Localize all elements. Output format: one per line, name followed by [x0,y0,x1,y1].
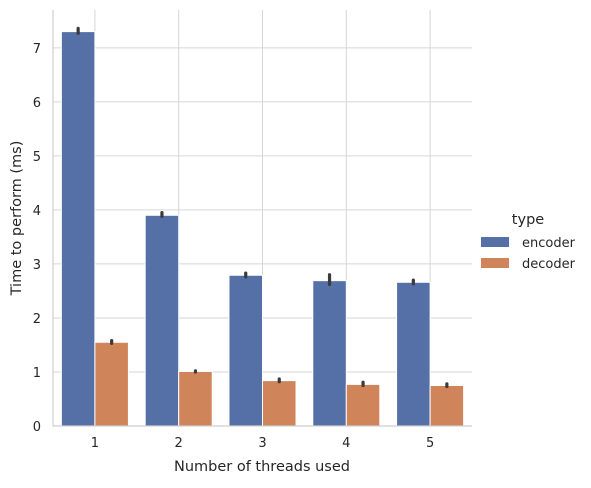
legend-label-encoder: encoder [522,236,576,251]
y-tick-label-2: 2 [33,312,41,327]
bar-encoder-1 [60,31,96,427]
bar-decoder-1 [94,341,129,427]
error-bars-layer [76,26,449,389]
legend-swatch-encoder [481,237,509,247]
x-tick-label-5: 5 [426,436,434,451]
y-axis-label: Time to perform (ms) [9,141,25,297]
y-tick-label-0: 0 [33,420,41,435]
y-tick-label-6: 6 [33,96,41,111]
x-tick-label-2: 2 [175,436,183,451]
bar-encoder-3 [228,274,263,427]
bar-encoder-5 [396,281,431,427]
bar-decoder-5 [429,384,465,427]
legend-label-decoder: decoder [522,257,576,272]
bar-encoder-4 [312,280,347,427]
y-tick-label-1: 1 [33,366,41,381]
legend: type encoder decoder [481,212,576,272]
legend-swatch-decoder [481,258,509,268]
bar-decoder-4 [345,383,381,427]
axes-layer [52,10,472,427]
x-tick-label-3: 3 [258,436,266,451]
bar-decoder-3 [262,380,297,427]
tick-labels-layer: 0 1 2 3 4 5 6 7 1 2 3 4 5 [33,42,435,451]
y-tick-label-3: 3 [33,258,41,273]
y-tick-label-4: 4 [33,204,41,219]
bars-layer [60,31,465,427]
x-axis-label: Number of threads used [174,459,350,475]
bar-encoder-2 [144,214,180,427]
y-tick-label-7: 7 [33,42,41,57]
bar-decoder-2 [178,370,213,427]
x-tick-label-4: 4 [342,436,350,451]
x-tick-label-1: 1 [91,436,99,451]
legend-title: type [512,212,544,228]
y-tick-label-5: 5 [33,150,41,165]
